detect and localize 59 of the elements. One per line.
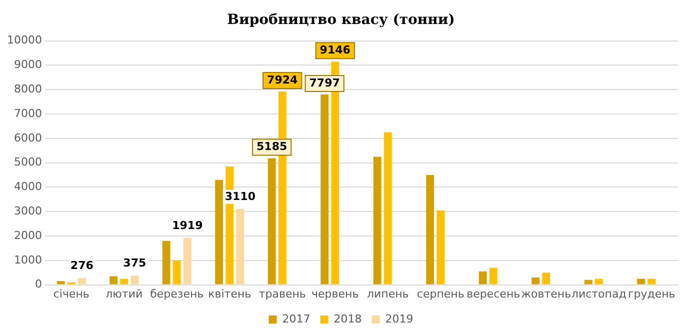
bar: [268, 158, 276, 284]
y-tick-label: 1000: [14, 253, 42, 266]
data-label: 7797: [309, 76, 340, 90]
y-tick-label: 2000: [14, 228, 42, 242]
bar: [542, 272, 550, 284]
y-tick-label: 9000: [14, 58, 42, 72]
bar: [426, 175, 434, 284]
bar: [56, 281, 65, 284]
x-tick-label: квітень: [208, 287, 252, 300]
y-tick-label: 0: [34, 278, 42, 291]
x-tick-label: січень: [53, 287, 90, 300]
y-tick-label: 3000: [14, 204, 42, 218]
data-label: 1919: [172, 218, 203, 232]
chart-title: Виробництво квасу (тонни): [227, 12, 455, 28]
bar: [320, 94, 329, 284]
y-tick-label: 7000: [14, 106, 42, 120]
bar: [594, 278, 603, 284]
legend-label: 2019: [385, 312, 414, 326]
bar: [478, 271, 487, 284]
bar: [120, 278, 128, 284]
y-tick-label: 4000: [14, 180, 42, 194]
bar: [648, 278, 656, 284]
data-label: 5185: [256, 140, 288, 154]
x-tick-label: лютий: [106, 287, 143, 300]
bar: [637, 278, 646, 284]
y-tick-label: 6000: [14, 131, 42, 144]
x-tick-label: березень: [150, 287, 204, 300]
bar: [584, 280, 592, 284]
x-tick-label: серпень: [416, 287, 464, 300]
data-label: 9146: [320, 43, 351, 56]
legend-label: 2018: [334, 312, 362, 326]
x-tick-label: червень: [312, 287, 359, 300]
x-tick-label: травень: [258, 287, 306, 300]
bar: [172, 260, 181, 284]
data-label: 7924: [267, 73, 298, 86]
x-tick-label: грудень: [628, 287, 676, 300]
data-label: 375: [123, 256, 146, 270]
bar: [532, 277, 540, 284]
x-tick-label: листопад: [571, 287, 627, 300]
y-tick-label: 10000: [6, 34, 42, 47]
y-tick-label: 5000: [14, 156, 42, 169]
x-tick-label: жовтень: [521, 287, 572, 300]
bar: [384, 132, 392, 284]
bar: [162, 240, 170, 284]
data-label: 276: [70, 258, 94, 272]
bar: [373, 156, 382, 284]
y-tick-label: 8000: [14, 82, 42, 96]
bar: [436, 210, 445, 284]
bar: [215, 180, 224, 284]
legend-label: 2017: [282, 312, 310, 326]
x-tick-label: липень: [366, 287, 409, 300]
bar: [130, 276, 139, 284]
x-tick-label: вересень: [466, 287, 520, 300]
bar: [236, 208, 244, 284]
bar: [110, 276, 118, 284]
bar: [78, 278, 86, 284]
bar: [489, 268, 498, 284]
bar: [183, 238, 192, 284]
data-label: 3110: [224, 190, 256, 203]
